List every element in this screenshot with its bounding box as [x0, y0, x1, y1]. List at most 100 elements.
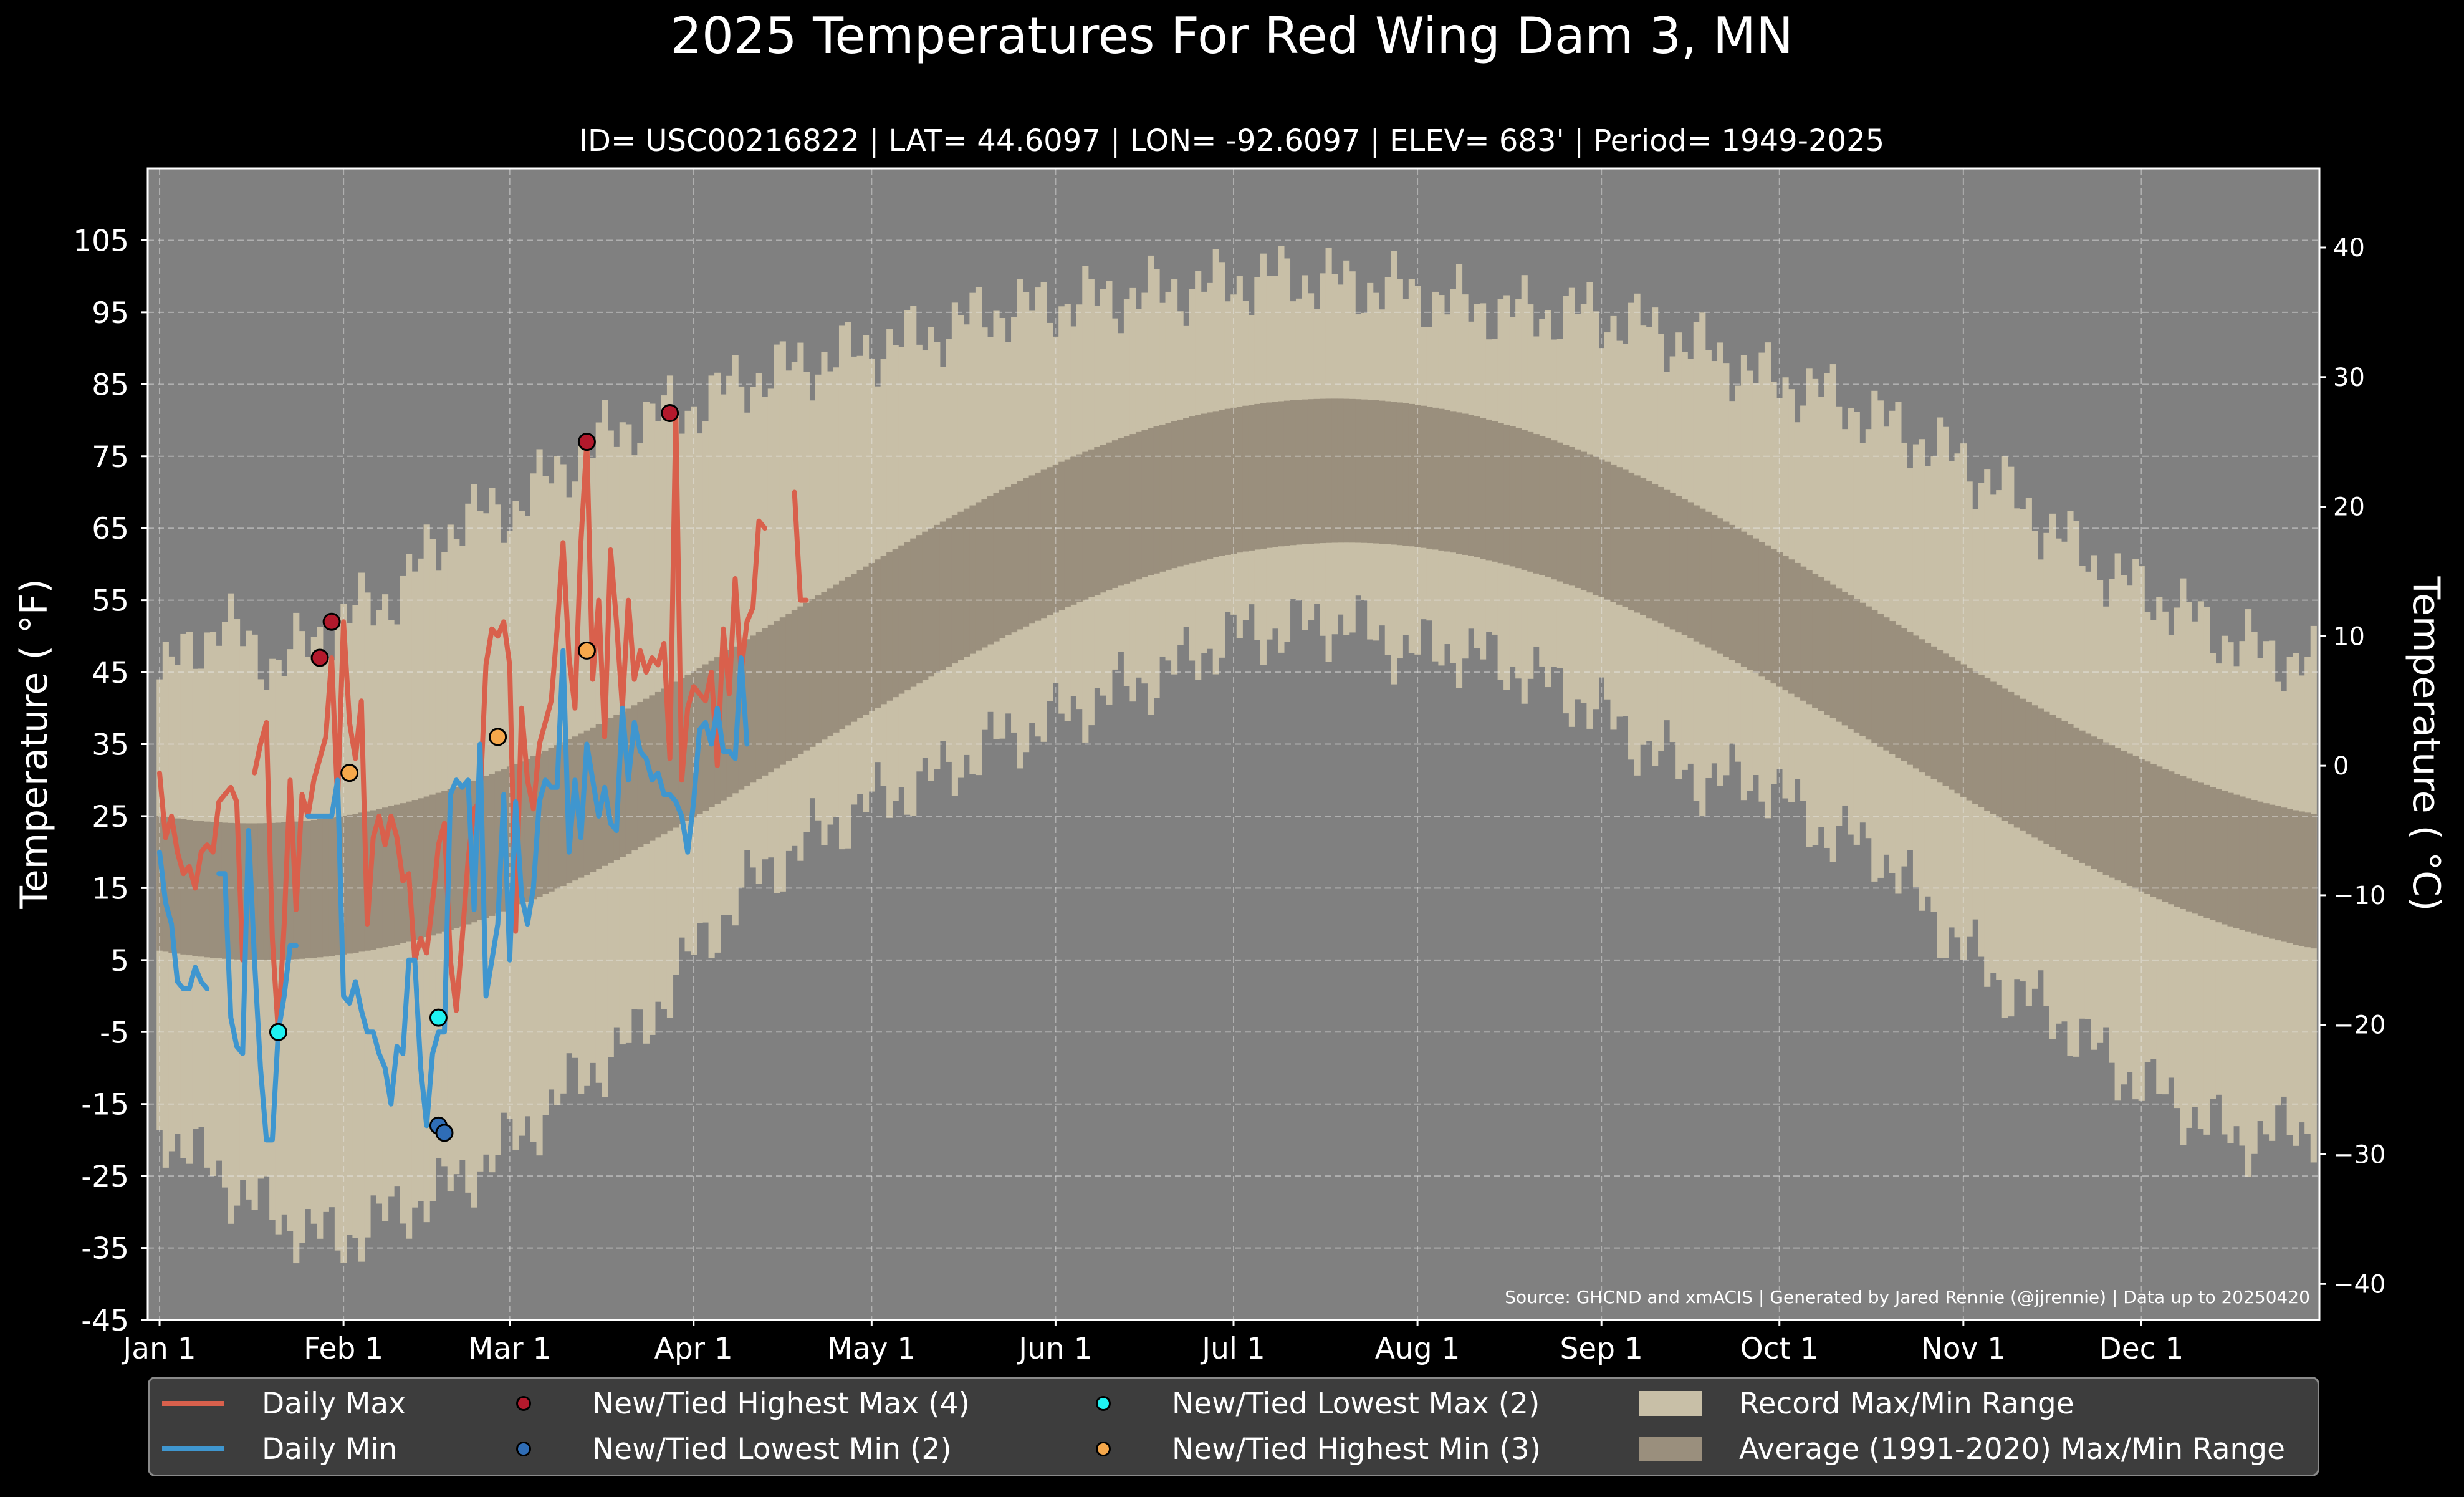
- normal-range-bar: [506, 766, 514, 909]
- normal-range-bar: [209, 822, 217, 958]
- normal-range-bar: [388, 806, 395, 946]
- legend-label: Average (1991-2020) Max/Min Range: [1739, 1432, 2286, 1466]
- normal-range-bar: [2031, 705, 2038, 838]
- y-tick-label-left: 35: [92, 728, 129, 763]
- normal-range-bar: [251, 823, 258, 960]
- normal-range-bar: [779, 617, 786, 765]
- normal-range-bar: [2061, 721, 2068, 854]
- normal-range-bar: [2132, 756, 2139, 889]
- normal-range-bar: [673, 681, 679, 828]
- normal-range-bar: [1728, 524, 1735, 660]
- legend-label: Daily Max: [262, 1386, 406, 1421]
- normal-range-bar: [1949, 657, 1955, 790]
- x-tick-label: Nov 1: [1921, 1332, 2006, 1366]
- y-tick-label-left: 75: [92, 440, 129, 474]
- y-tick-label-left: 95: [92, 296, 129, 330]
- normal-range-bar: [1758, 542, 1765, 677]
- normal-range-bar: [1147, 428, 1154, 575]
- normal-range-bar: [198, 821, 205, 957]
- normal-range-bar: [1052, 464, 1059, 613]
- normal-range-bar: [1735, 528, 1742, 664]
- normal-range-bar: [334, 816, 341, 956]
- normal-range-bar: [595, 724, 602, 869]
- normal-range-bar: [1568, 446, 1575, 586]
- normal-range-bar: [204, 821, 211, 958]
- normal-range-bar: [1877, 614, 1884, 747]
- normal-range-bar: [1657, 486, 1664, 624]
- normal-range-bar: [827, 588, 834, 736]
- legend-item-new-low-max: New/Tied Lowest Max (2): [1072, 1382, 1540, 1425]
- normal-range-bar: [1853, 599, 1860, 733]
- normal-range-bar: [1705, 511, 1712, 648]
- normal-range-bar: [2073, 727, 2080, 860]
- normal-range-bar: [2114, 748, 2121, 881]
- normal-range-bar: [1669, 493, 1676, 630]
- normal-range-bar: [310, 819, 317, 958]
- normal-range-bar: [2174, 774, 2180, 907]
- normal-range-bar: [2221, 791, 2228, 925]
- normal-range-bar: [619, 711, 626, 857]
- normal-range-bar: [2162, 769, 2169, 902]
- new-high-max-marker: [310, 648, 329, 667]
- series-layer: [157, 410, 809, 1143]
- normal-range-bar: [702, 664, 709, 811]
- normal-range-bar: [1367, 400, 1374, 544]
- normal-range-bar: [981, 499, 988, 648]
- y-tick-label-right: 0: [2333, 752, 2349, 781]
- y-tick-label-left: 5: [110, 944, 129, 978]
- normal-range-bar: [851, 574, 858, 722]
- normal-range-bar: [1984, 678, 1991, 811]
- x-tick-label: Dec 1: [2099, 1332, 2184, 1366]
- normal-range-bar: [328, 817, 335, 956]
- normal-range-bar: [1076, 454, 1083, 602]
- normal-range-bar: [1438, 408, 1445, 551]
- normal-range-bar: [726, 650, 733, 797]
- normal-range-bar: [1462, 413, 1469, 555]
- normal-range-bar: [1693, 505, 1700, 642]
- normal-range-bar: [1770, 549, 1777, 684]
- normal-range-bar: [957, 511, 964, 660]
- normal-range-bar: [322, 818, 329, 957]
- normal-range-bar: [1675, 496, 1682, 633]
- normal-range-bar: [987, 496, 994, 645]
- normal-range-bar: [1047, 467, 1053, 615]
- normal-range-bar: [2020, 698, 2026, 831]
- normal-range-bar: [2263, 803, 2270, 937]
- normal-range-bar: [969, 505, 976, 654]
- normal-range-bar: [352, 814, 359, 953]
- x-tick-label: Sep 1: [1560, 1332, 1642, 1366]
- normal-range-bar: [1556, 442, 1563, 582]
- x-tick-label: Jul 1: [1200, 1332, 1265, 1366]
- y-tick-label-right: −30: [2333, 1140, 2385, 1169]
- normal-range-bar: [2079, 730, 2086, 863]
- normal-range-bar: [1236, 407, 1243, 553]
- normal-range-bar: [2293, 810, 2299, 945]
- normal-range-bar: [2304, 812, 2311, 948]
- normal-range-bar: [1889, 621, 1896, 754]
- normal-range-bar: [1492, 421, 1498, 562]
- normal-range-bar: [1930, 646, 1937, 779]
- normal-range-bar: [305, 820, 312, 959]
- normal-range-bar: [1937, 650, 1944, 783]
- normal-range-bar: [411, 800, 418, 941]
- normal-range-bar: [1871, 610, 1878, 744]
- normal-range-bar: [1094, 446, 1101, 595]
- normal-range-bar: [429, 794, 436, 936]
- normal-range-bar: [1907, 632, 1914, 765]
- normal-range-bar: [1646, 481, 1652, 619]
- normal-range-bar: [1058, 461, 1065, 610]
- normal-range-bar: [1337, 398, 1344, 543]
- normal-range-bar: [892, 549, 899, 698]
- normal-range-bar: [542, 751, 549, 894]
- normal-range-bar: [583, 730, 590, 875]
- legend-label: New/Tied Lowest Min (2): [592, 1432, 952, 1466]
- normal-range-bar: [1278, 401, 1285, 547]
- normal-range-bar: [2008, 691, 2015, 825]
- normal-range-bar: [1652, 484, 1659, 621]
- normal-range-bar: [423, 796, 430, 937]
- normal-range-bar: [1283, 400, 1291, 546]
- normal-range-bar: [2025, 701, 2032, 835]
- normal-range-bar: [922, 531, 929, 680]
- normal-range-bar: [1497, 423, 1504, 564]
